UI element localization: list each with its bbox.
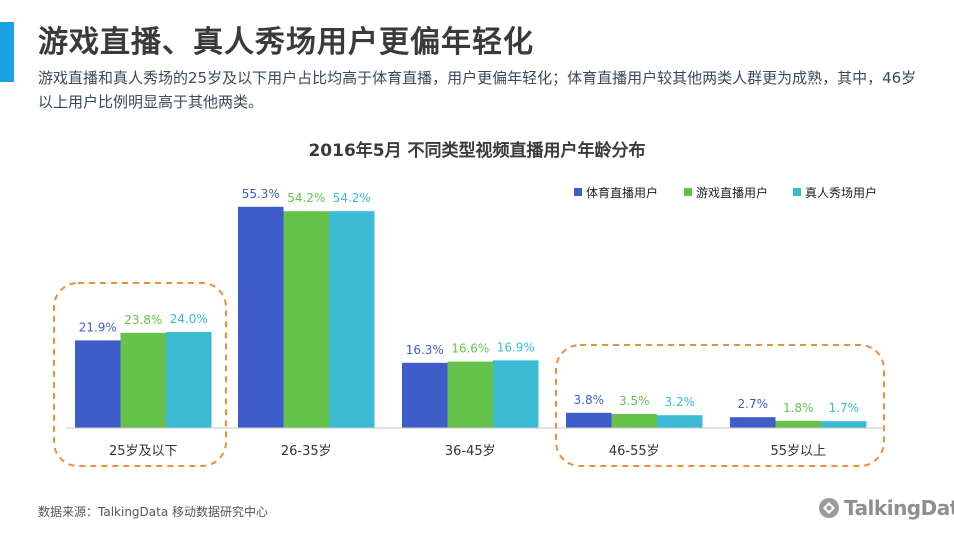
data-label: 16.3% xyxy=(406,343,444,357)
legend-label: 体育直播用户 xyxy=(586,185,658,200)
data-label: 16.9% xyxy=(497,340,535,354)
bar xyxy=(821,421,867,428)
bar xyxy=(238,206,284,428)
bar xyxy=(283,211,329,428)
source-note: 数据来源：TalkingData 移动数据研究中心 xyxy=(38,505,269,519)
x-tick-label: 26-35岁 xyxy=(281,444,332,459)
highlight-box-young xyxy=(53,282,227,467)
logo-icon xyxy=(819,498,839,518)
legend-swatch xyxy=(684,188,692,196)
slide-title: 游戏直播、真人秀场用户更偏年轻化 xyxy=(38,25,534,60)
bar xyxy=(329,211,375,428)
x-tick-label: 25岁及以下 xyxy=(109,444,178,459)
legend-swatch xyxy=(574,188,582,196)
data-label: 3.5% xyxy=(619,394,650,408)
bar xyxy=(730,417,776,428)
bar xyxy=(120,332,166,428)
x-tick-label: 36-45岁 xyxy=(445,444,496,459)
data-label: 23.8% xyxy=(124,313,162,327)
legend-label: 游戏直播用户 xyxy=(696,185,768,200)
data-label: 21.9% xyxy=(79,320,117,334)
highlight-box-older xyxy=(555,344,885,467)
bar xyxy=(775,420,821,428)
logo-text: TalkingData xyxy=(844,496,954,520)
bar xyxy=(447,361,493,428)
data-label: 1.8% xyxy=(783,401,814,415)
talkingdata-logo: TalkingData xyxy=(818,496,954,520)
data-label: 3.2% xyxy=(665,395,696,409)
bar xyxy=(402,362,448,428)
bar xyxy=(493,360,539,428)
bar xyxy=(75,340,121,428)
slide-subtitle: 游戏直播和真人秀场的25岁及以下用户占比均高于体育直播，用户更偏年轻化；体育直播… xyxy=(38,69,917,111)
bar xyxy=(611,414,657,428)
data-label: 2.7% xyxy=(738,397,769,411)
bar xyxy=(657,415,703,428)
x-tick-label: 55岁以上 xyxy=(770,444,826,459)
data-label: 3.8% xyxy=(574,393,605,407)
title-accent-bar xyxy=(0,22,14,82)
legend-label: 真人秀场用户 xyxy=(805,185,877,200)
data-label: 54.2% xyxy=(333,191,371,205)
bar xyxy=(166,332,212,428)
bar xyxy=(566,412,612,428)
legend-swatch xyxy=(793,188,801,196)
data-label: 1.7% xyxy=(829,401,860,415)
data-label: 54.2% xyxy=(287,191,325,205)
data-label: 55.3% xyxy=(242,187,280,201)
chart-title: 2016年5月 不同类型视频直播用户年龄分布 xyxy=(308,141,646,161)
data-label: 24.0% xyxy=(170,312,208,326)
x-tick-label: 46-55岁 xyxy=(609,444,660,459)
data-label: 16.6% xyxy=(451,342,489,356)
